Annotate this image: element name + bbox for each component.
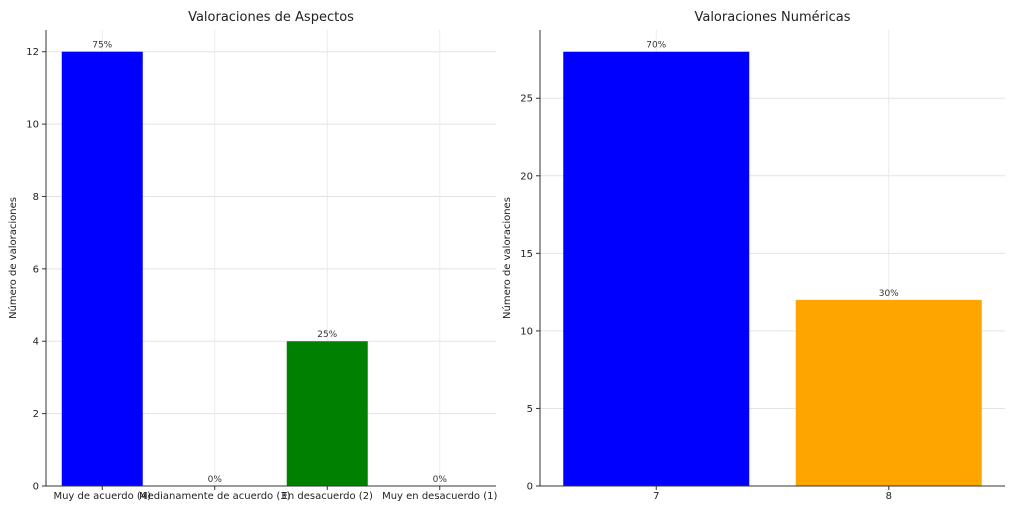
bar xyxy=(286,341,368,486)
data-label: 30% xyxy=(879,289,899,299)
bar xyxy=(563,51,750,486)
data-label: 0% xyxy=(208,475,223,485)
y-tick-label: 0 xyxy=(527,482,533,493)
y-tick-label: 10 xyxy=(520,326,533,337)
x-tick-label: Muy en desacuerdo (1) xyxy=(382,491,497,502)
chart-title: Valoraciones de Aspectos xyxy=(188,10,354,25)
x-tick-label: Medianamente de acuerdo (3) xyxy=(139,491,291,502)
y-axis-label: Número de valoraciones xyxy=(7,197,19,319)
chart-numericas: Valoraciones Numéricas Número de valorac… xyxy=(501,10,1005,502)
y-axis-label: Número de valoraciones xyxy=(501,197,513,319)
bar xyxy=(61,51,143,486)
y-tick-label: 6 xyxy=(33,264,39,275)
bar xyxy=(795,299,982,486)
chart-title: Valoraciones Numéricas xyxy=(694,10,850,25)
y-tick-label: 0 xyxy=(33,482,39,493)
data-label: 70% xyxy=(646,41,666,51)
data-label: 75% xyxy=(92,41,112,51)
x-tick-label: 8 xyxy=(886,491,892,502)
chart-aspectos: Valoraciones de Aspectos Número de valor… xyxy=(7,10,497,502)
y-tick-label: 20 xyxy=(520,171,533,182)
x-tick-label: En desacuerdo (2) xyxy=(282,491,374,502)
y-tick-label: 5 xyxy=(527,404,533,415)
y-tick-label: 4 xyxy=(33,337,39,348)
y-tick-label: 2 xyxy=(33,409,39,420)
y-tick-label: 10 xyxy=(26,120,39,131)
y-tick-label: 12 xyxy=(26,47,39,58)
x-tick-label: Muy de acuerdo (4) xyxy=(53,491,151,502)
data-label: 25% xyxy=(317,330,337,340)
x-tick-label: 7 xyxy=(653,491,659,502)
y-tick-label: 15 xyxy=(520,249,533,260)
y-tick-label: 25 xyxy=(520,94,533,105)
data-label: 0% xyxy=(433,475,448,485)
y-tick-label: 8 xyxy=(33,192,39,203)
